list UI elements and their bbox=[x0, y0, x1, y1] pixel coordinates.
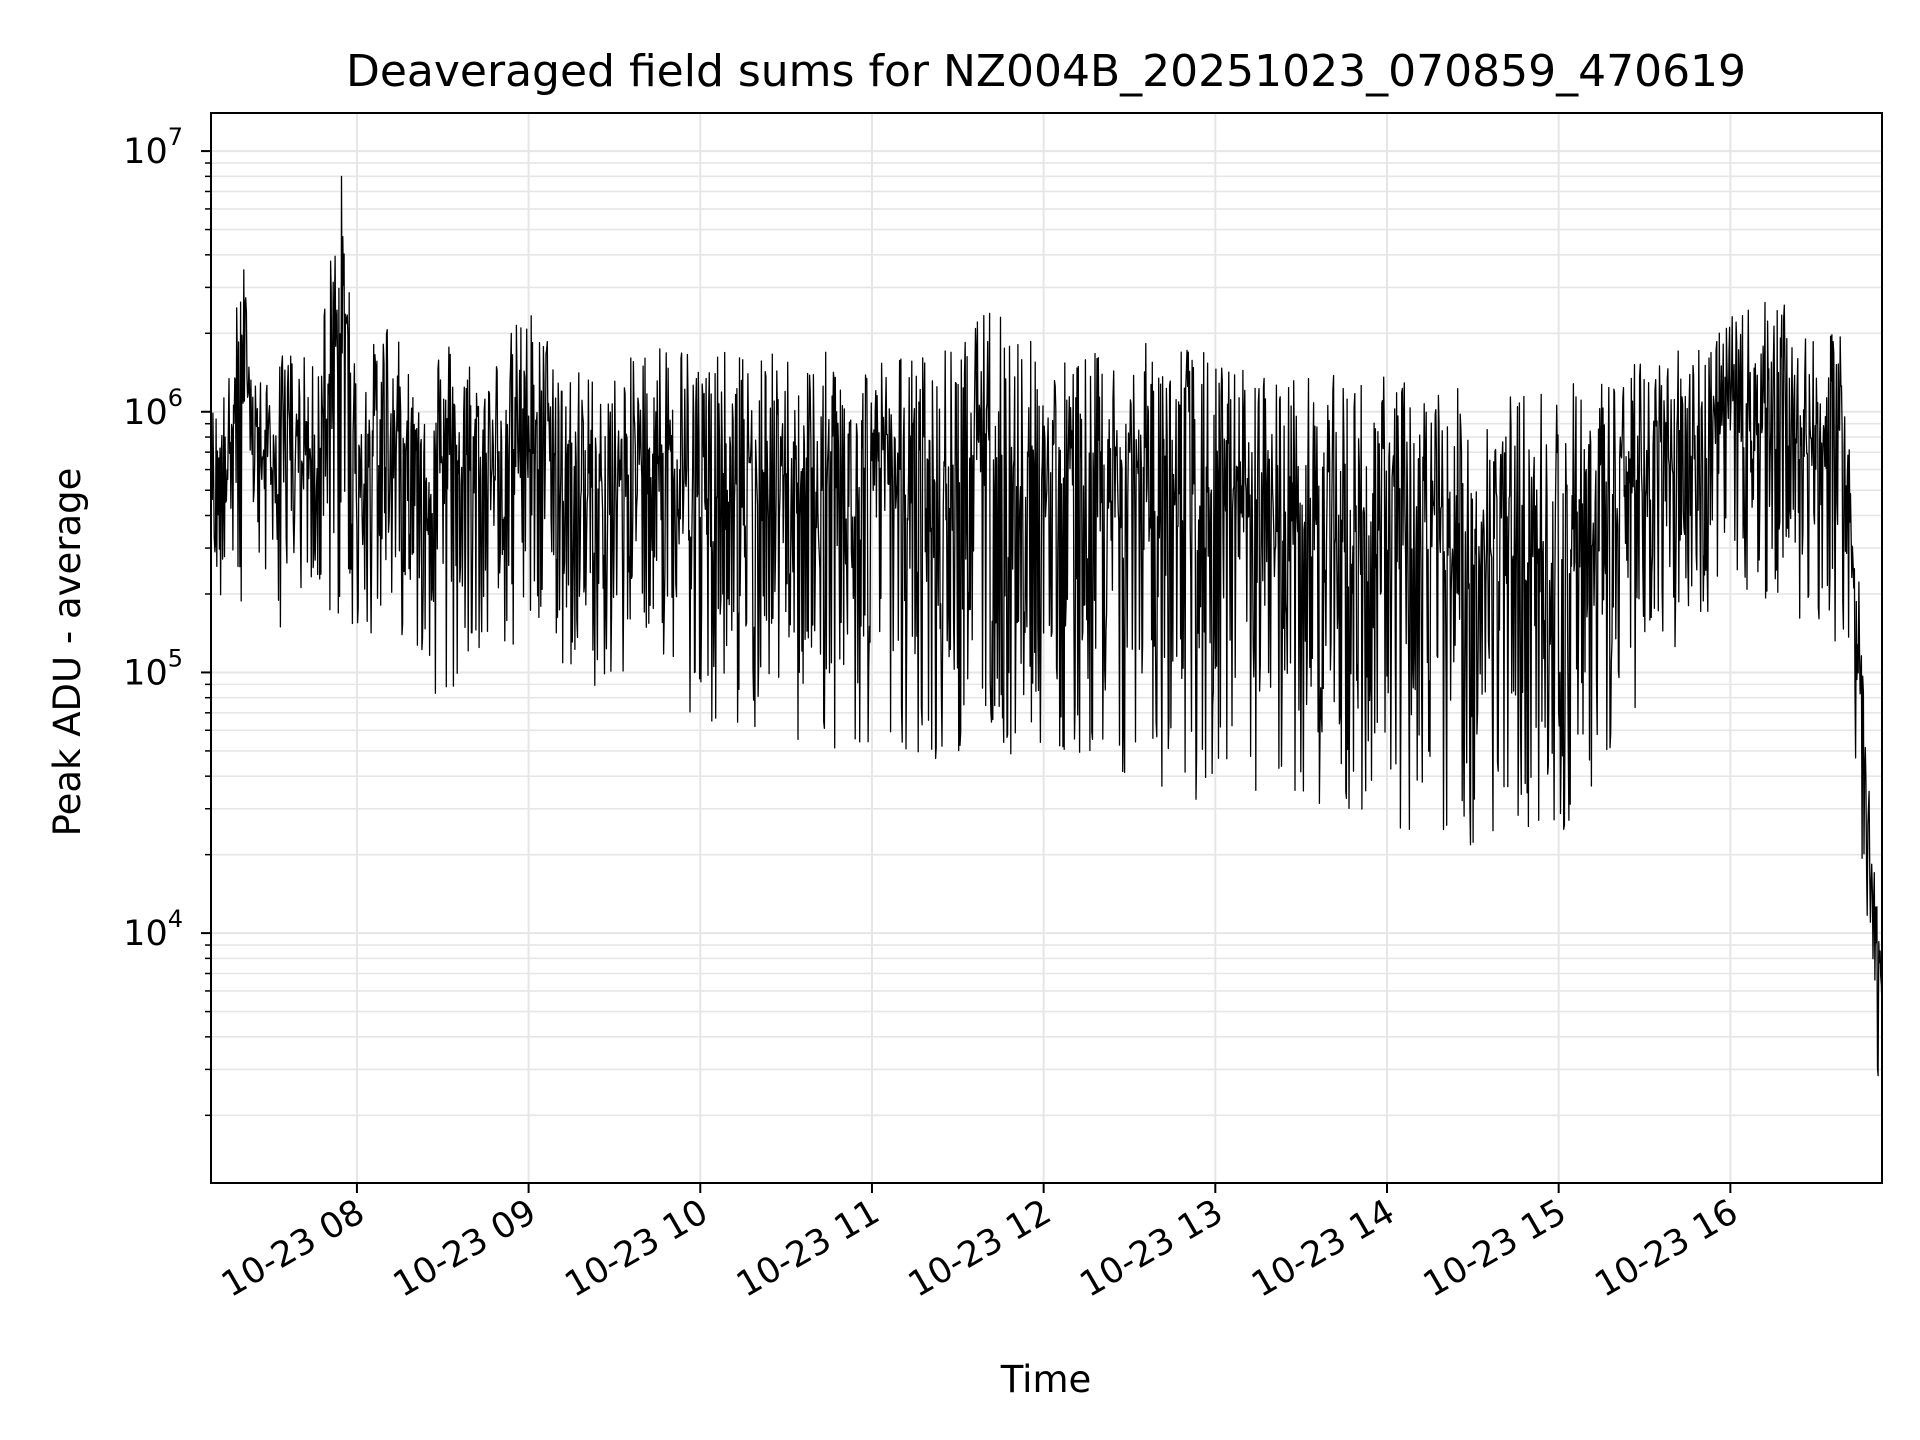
y-axis-title: Peak ADU - average bbox=[46, 468, 89, 837]
y-tick-label: 107 bbox=[123, 123, 183, 172]
chart-title: Deaveraged field sums for NZ004B_2025102… bbox=[346, 46, 1746, 97]
y-axis: 104 105 106 107 bbox=[123, 123, 211, 1117]
plot-area bbox=[210, 175, 1883, 1077]
y-tick-label: 105 bbox=[123, 644, 183, 693]
series-line bbox=[210, 175, 1883, 1077]
x-axis-title: Time bbox=[1000, 1358, 1092, 1401]
y-tick-label: 106 bbox=[123, 384, 183, 433]
y-tick-label: 104 bbox=[123, 905, 183, 954]
axes-frame bbox=[210, 112, 1883, 1184]
